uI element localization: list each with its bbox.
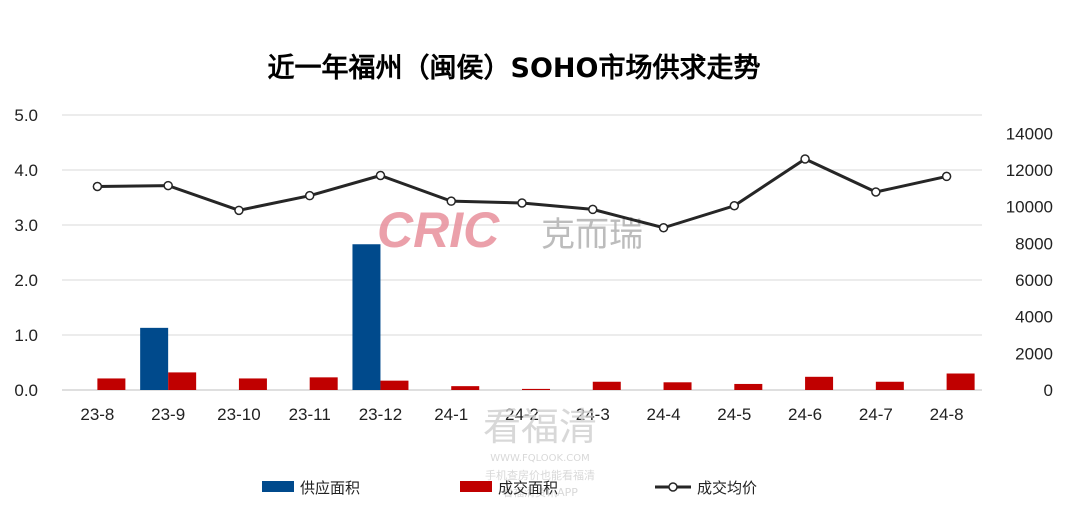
right-axis: 0 2000 4000 6000 8000 10000 12000 14000 (1006, 124, 1053, 400)
x-tick-label: 23-12 (359, 405, 402, 424)
left-tick-label: 4.0 (14, 161, 38, 180)
watermark-site-slogan2: 看福清资讯APP (502, 485, 578, 499)
legend-swatch (262, 481, 294, 492)
price-point (941, 171, 952, 182)
right-tick-label: 12000 (1006, 161, 1053, 180)
x-tick-label: 24-1 (434, 405, 468, 424)
price-point (304, 190, 315, 201)
deal-bar (522, 388, 550, 390)
line-series (92, 154, 952, 233)
left-tick-label: 5.0 (14, 106, 38, 125)
price-point (517, 198, 527, 208)
x-tick-label: 24-3 (576, 405, 610, 424)
x-tick-label: 24-6 (788, 405, 822, 424)
right-tick-label: 10000 (1006, 198, 1053, 217)
x-tick-label: 23-10 (217, 405, 260, 424)
legend: 供应面积 成交面积 成交均价 (262, 479, 757, 497)
price-point (92, 181, 103, 192)
deal-bar (805, 376, 834, 390)
legend-swatch (460, 481, 492, 492)
deal-bar (309, 377, 338, 390)
deal-bar (875, 381, 904, 390)
bars (97, 244, 975, 390)
watermark-site-url: WWW.FQLOOK.COM (490, 453, 590, 464)
x-tick-label: 24-7 (859, 405, 893, 424)
deal-bar (451, 386, 480, 390)
x-tick-label: 23-8 (80, 405, 114, 424)
legend-marker (668, 482, 678, 492)
legend-label: 成交面积 (498, 479, 558, 497)
price-point (163, 180, 173, 191)
supply-bar (140, 327, 169, 390)
right-tick-label: 6000 (1015, 271, 1053, 290)
left-tick-label: 0.0 (14, 381, 38, 400)
right-tick-label: 0 (1044, 381, 1053, 400)
deal-bar (168, 372, 197, 390)
deal-bar (734, 383, 763, 390)
watermark-cric: CRIC 克而瑞 (377, 202, 643, 258)
x-tick-label: 23-11 (289, 405, 331, 424)
watermark-cric-cn: 克而瑞 (541, 215, 643, 255)
left-axis: 0.0 1.0 2.0 3.0 4.0 5.0 (14, 106, 38, 400)
watermark-site: 看福清 WWW.FQLOOK.COM 手机查房价也能看福清 看福清资讯APP (483, 405, 597, 499)
price-point (658, 223, 669, 233)
deal-bar (238, 378, 267, 390)
right-tick-label: 2000 (1015, 344, 1053, 363)
x-axis: 23-8 23-9 23-10 23-11 23-12 24-1 24-2 24-3 24-4 2… (80, 405, 963, 424)
price-point (375, 170, 386, 181)
supply-bar (352, 244, 381, 390)
price-line (97, 157, 947, 230)
price-point (446, 196, 456, 206)
deal-bar (380, 380, 409, 390)
watermark-site-cn: 看福清 (483, 405, 597, 449)
price-point (588, 204, 598, 215)
x-tick-label: 23-9 (151, 405, 185, 424)
price-point (871, 187, 881, 197)
x-tick-label: 24-8 (930, 405, 964, 424)
x-tick-label: 24-5 (717, 405, 751, 424)
legend-label: 成交均价 (697, 479, 757, 497)
chart-title: 近一年福州（闽侯）SOHO市场供求走势 (268, 52, 761, 84)
x-tick-label: 24-2 (505, 405, 539, 424)
watermark-site-slogan: 手机查房价也能看福清 (485, 468, 595, 482)
x-tick-label: 24-4 (647, 405, 681, 424)
price-point (800, 154, 810, 164)
right-tick-label: 4000 (1015, 308, 1053, 327)
legend-label: 供应面积 (300, 479, 360, 497)
deal-bar (946, 373, 975, 390)
deal-bar (663, 382, 692, 390)
right-tick-label: 8000 (1015, 234, 1053, 253)
deal-bar (592, 381, 621, 390)
watermark-cric-latin: CRIC (377, 202, 500, 258)
deal-bar (97, 378, 126, 390)
gridlines (62, 114, 982, 336)
price-point (234, 205, 244, 216)
left-tick-label: 3.0 (14, 216, 38, 235)
left-tick-label: 1.0 (14, 326, 38, 345)
right-tick-label: 14000 (1006, 124, 1053, 143)
price-point (729, 201, 740, 211)
left-tick-label: 2.0 (14, 271, 38, 290)
